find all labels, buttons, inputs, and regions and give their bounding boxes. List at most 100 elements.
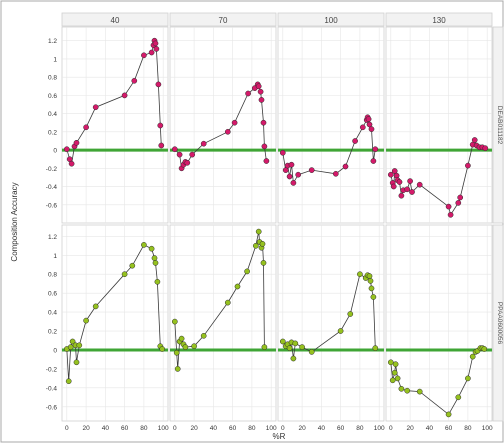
data-point [370, 158, 377, 164]
data-point [73, 139, 80, 146]
y-tick-label: 0.6 [48, 291, 57, 298]
y-tick-label: 1 [53, 253, 57, 260]
y-tick-label: 0.4 [48, 111, 57, 118]
data-point [342, 163, 349, 170]
row-strip-label: DEAB011182 [496, 106, 503, 145]
data-point [231, 119, 238, 126]
data-point [295, 171, 302, 178]
data-point [308, 167, 315, 173]
data-point [158, 142, 165, 149]
data-point [396, 179, 403, 185]
panel-background [277, 224, 385, 422]
x-tick-label: 0 [389, 425, 393, 432]
data-point [178, 335, 185, 342]
data-point [159, 346, 166, 352]
x-tick-label: 60 [121, 425, 129, 432]
data-point [389, 377, 396, 384]
y-tick-label: 0.2 [48, 329, 57, 336]
panel-DEAB011182-130 [385, 26, 493, 224]
data-point [200, 140, 207, 147]
y-tick-label: 0 [53, 347, 57, 354]
data-point [481, 346, 488, 352]
data-point [176, 151, 183, 158]
data-point [152, 40, 159, 47]
y-tick-label: -0.2 [46, 366, 58, 373]
panel-DEAB011182-100 [277, 26, 385, 224]
panel-PPAA0600056-100 [277, 224, 385, 422]
column-header-label: 100 [324, 16, 338, 25]
data-point [332, 170, 339, 177]
panel-DEAB011182-70 [169, 26, 277, 224]
data-point [224, 128, 231, 135]
data-point [67, 344, 74, 350]
data-point [182, 344, 189, 350]
data-point [244, 268, 250, 275]
data-point [290, 180, 297, 186]
data-point [257, 88, 264, 95]
x-tick-label: 20 [406, 425, 414, 432]
y-tick-label: 1.2 [48, 234, 57, 241]
data-point [153, 46, 160, 52]
data-point [174, 366, 181, 372]
panel-background [61, 26, 169, 224]
panel-PPAA0600056-130 [385, 224, 493, 422]
column-header-box [169, 12, 277, 27]
column-header-label: 130 [432, 16, 446, 25]
data-point [184, 159, 191, 166]
data-point [391, 369, 398, 376]
series-line [66, 39, 162, 166]
data-point [157, 122, 164, 129]
data-point [394, 375, 401, 382]
data-point [308, 349, 315, 355]
data-point [352, 138, 358, 144]
data-point [455, 394, 462, 401]
data-point [366, 273, 373, 279]
data-point [359, 124, 366, 131]
data-point [368, 126, 375, 132]
data-point [469, 353, 476, 360]
data-point [255, 228, 262, 235]
y-tick-label: 0.8 [48, 75, 57, 82]
x-tick-label: 100 [374, 425, 385, 432]
data-point [292, 340, 299, 347]
x-tick-label: 20 [190, 425, 198, 432]
data-point [141, 242, 147, 248]
column-header-box [385, 12, 493, 27]
x-tick-label: 60 [445, 425, 453, 432]
data-point [155, 81, 162, 88]
data-point [416, 181, 423, 188]
y-tick-label: -0.4 [46, 184, 58, 191]
data-point [224, 299, 231, 306]
data-point [260, 260, 267, 266]
x-tick-label: 80 [248, 425, 256, 432]
data-point [63, 146, 70, 153]
y-tick-label: 1.2 [48, 38, 57, 45]
y-tick-label: 1 [53, 56, 57, 63]
x-tick-label: 40 [102, 425, 110, 432]
x-tick-label: 0 [281, 425, 285, 432]
data-point [465, 162, 471, 169]
data-point [151, 255, 158, 261]
x-tick-label: 20 [298, 425, 306, 432]
column-header-box [61, 12, 169, 27]
data-point [365, 116, 372, 122]
y-tick-label: 0.6 [48, 93, 57, 100]
data-point [148, 245, 155, 252]
panel-background [61, 224, 169, 422]
data-point [131, 77, 138, 84]
x-tick-label: 20 [82, 425, 90, 432]
column-header-box [277, 12, 385, 27]
x-axis-title: %R [273, 432, 286, 441]
y-tick-label: -0.4 [46, 385, 58, 392]
data-point [288, 161, 295, 168]
data-point [200, 332, 207, 339]
data-point [252, 242, 259, 249]
data-point [83, 317, 89, 324]
x-tick-label: 100 [158, 425, 169, 432]
data-point [260, 119, 267, 126]
data-point [347, 311, 354, 317]
panel-PPAA0600056-70 [169, 224, 277, 422]
data-point [465, 375, 471, 382]
data-point [121, 92, 128, 99]
data-point [171, 146, 178, 153]
